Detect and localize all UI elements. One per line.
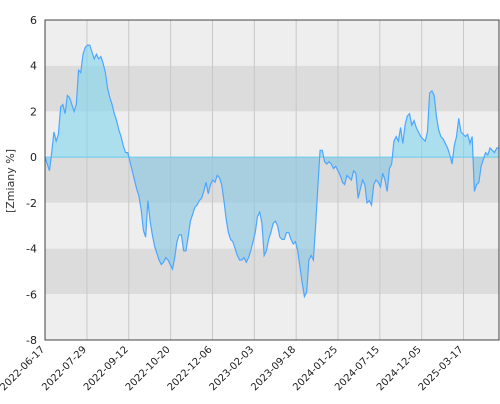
x-axis-ticks: 2022-06-172022-07-292022-09-122022-10-20…: [0, 344, 466, 393]
y-tick-label: -4: [26, 243, 37, 256]
y-tick-label: 6: [30, 14, 37, 27]
y-tick-label: 4: [30, 60, 37, 73]
y-tick-label: -2: [26, 197, 37, 210]
y-axis-label: [Zmiany %]: [4, 149, 17, 213]
y-tick-label: 0: [30, 151, 37, 164]
y-tick-label: 2: [30, 105, 37, 118]
y-tick-label: -6: [26, 288, 37, 301]
y-axis-ticks: 6 4 2 0 -2 -4 -6 -8: [26, 14, 37, 347]
band: [45, 65, 499, 112]
band: [45, 248, 499, 295]
positive-area: [45, 45, 499, 158]
band: [45, 294, 499, 340]
series-line: [44, 44, 499, 299]
y-tick-label: -8: [26, 334, 37, 347]
plot-frame: [44, 19, 500, 341]
band: [45, 20, 499, 66]
x-tick-label: 2025-03-17: [417, 344, 466, 393]
